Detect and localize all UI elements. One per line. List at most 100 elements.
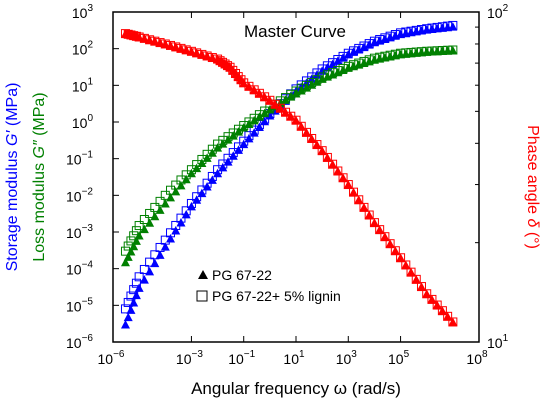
- data-point-triangle: [155, 38, 165, 47]
- y-left-tick-label: 10−2: [66, 186, 93, 204]
- data-point-square: [244, 81, 254, 91]
- data-point-triangle: [126, 305, 136, 314]
- series-loss-modulus-lignin: [120, 45, 458, 256]
- y-left-tick-label-exponent: 2: [87, 40, 93, 51]
- y-right-tick-label-exponent: 1: [503, 333, 509, 344]
- data-point-square: [123, 241, 133, 251]
- data-point-square: [134, 221, 144, 231]
- data-point-square: [145, 208, 155, 218]
- data-point-triangle: [160, 39, 170, 48]
- data-point-square: [364, 55, 374, 65]
- data-point-triangle: [155, 250, 165, 259]
- y-left-tick-label: 102: [72, 40, 94, 58]
- data-point-triangle: [181, 45, 191, 54]
- data-point-square: [202, 178, 212, 188]
- y-label-storage-text: Storage modulus: [4, 146, 21, 271]
- data-point-square: [150, 202, 160, 212]
- y-left-tick-label: 10−5: [66, 296, 93, 314]
- data-point-square: [427, 23, 437, 33]
- data-point-triangle: [228, 151, 238, 160]
- data-point-square: [343, 61, 353, 71]
- series-loss-modulus-base: [120, 45, 458, 267]
- data-point-triangle: [186, 201, 196, 211]
- series-phase-angle-lignin: [120, 29, 458, 327]
- data-point-square: [443, 21, 453, 31]
- data-point-triangle: [213, 168, 223, 178]
- y-axis-label-phase-angle: Phase angle δ (°): [524, 125, 541, 249]
- y-right-tick-label: 102: [487, 3, 509, 21]
- data-point-triangle: [359, 202, 369, 212]
- data-point-square: [390, 246, 400, 256]
- data-point-square: [416, 47, 426, 57]
- data-point-triangle: [192, 195, 202, 204]
- data-point-triangle: [145, 35, 155, 44]
- data-point-triangle: [176, 180, 186, 190]
- data-point-triangle: [131, 290, 141, 300]
- data-point-triangle: [249, 85, 259, 94]
- x-tick-label: 103: [336, 349, 358, 367]
- data-point-square: [220, 59, 230, 69]
- data-point-square: [369, 218, 379, 228]
- data-point-square: [333, 166, 343, 176]
- data-point-square: [207, 144, 217, 154]
- data-point-square: [375, 225, 385, 235]
- data-point-square: [369, 36, 379, 46]
- data-point-triangle: [218, 139, 228, 148]
- data-point-square: [443, 45, 453, 55]
- x-tick-label-exponent: −6: [113, 349, 125, 360]
- legend-label-pg-67-22-lignin: PG 67-22+ 5% lignin: [212, 288, 341, 304]
- y-left-tick-label-base: 10: [66, 335, 82, 351]
- data-point-square: [385, 31, 395, 41]
- data-point-square: [181, 170, 191, 180]
- x-tick-label: 101: [283, 349, 305, 367]
- data-point-triangle: [197, 188, 207, 198]
- y-axis-label-loss-modulus: Loss modulus G″ (MPa): [31, 92, 48, 261]
- data-point-square: [236, 75, 246, 85]
- data-point-square: [225, 62, 235, 72]
- data-point-square: [359, 41, 369, 51]
- x-tick-label-base: 10: [176, 351, 192, 367]
- data-point-square: [218, 159, 228, 169]
- chart-title: Master Curve: [244, 22, 346, 41]
- data-point-square: [166, 228, 176, 238]
- y-axis-label-storage-modulus: Storage modulus G′ (MPa): [4, 83, 21, 272]
- data-point-triangle: [176, 43, 186, 53]
- data-point-square: [286, 89, 296, 99]
- data-point-square: [322, 70, 332, 80]
- data-point-square: [349, 187, 359, 197]
- data-point-square: [354, 195, 364, 205]
- data-point-triangle: [343, 49, 353, 59]
- data-point-square: [166, 40, 176, 50]
- data-point-triangle: [218, 162, 228, 172]
- data-point-square: [390, 49, 400, 59]
- data-point-square: [150, 36, 160, 46]
- data-point-square: [120, 246, 130, 256]
- data-point-square: [215, 56, 225, 66]
- data-point-square: [160, 39, 170, 49]
- data-point-square: [385, 239, 395, 249]
- data-point-square: [328, 58, 338, 68]
- x-tick-label-exponent: 3: [351, 349, 357, 360]
- y-left-tick-label-base: 10: [66, 152, 82, 168]
- y-left-tick-label-base: 10: [66, 298, 82, 314]
- data-point-square: [338, 63, 348, 73]
- data-point-triangle: [197, 49, 207, 59]
- y-left-tick-label: 100: [72, 113, 94, 131]
- data-point-square: [202, 51, 212, 61]
- data-point-square: [181, 45, 191, 55]
- data-point-triangle: [213, 143, 223, 152]
- y-left-tick-label: 10−6: [66, 333, 93, 351]
- data-point-triangle: [349, 187, 359, 197]
- data-point-triangle: [396, 253, 406, 262]
- data-point-triangle: [270, 99, 280, 109]
- data-point-square: [213, 165, 223, 175]
- data-point-square: [150, 250, 160, 260]
- series-phase-angle-base: [120, 29, 458, 326]
- data-point-square: [239, 136, 249, 146]
- data-point-triangle: [145, 218, 155, 227]
- legend-label-pg-67-22: PG 67-22: [212, 267, 272, 283]
- data-point-square: [437, 45, 447, 55]
- data-point-square: [160, 235, 170, 245]
- axis-ticks: 10−6 10−3 10−1 101 103 105 10810−610−510−410−3…: [66, 3, 509, 367]
